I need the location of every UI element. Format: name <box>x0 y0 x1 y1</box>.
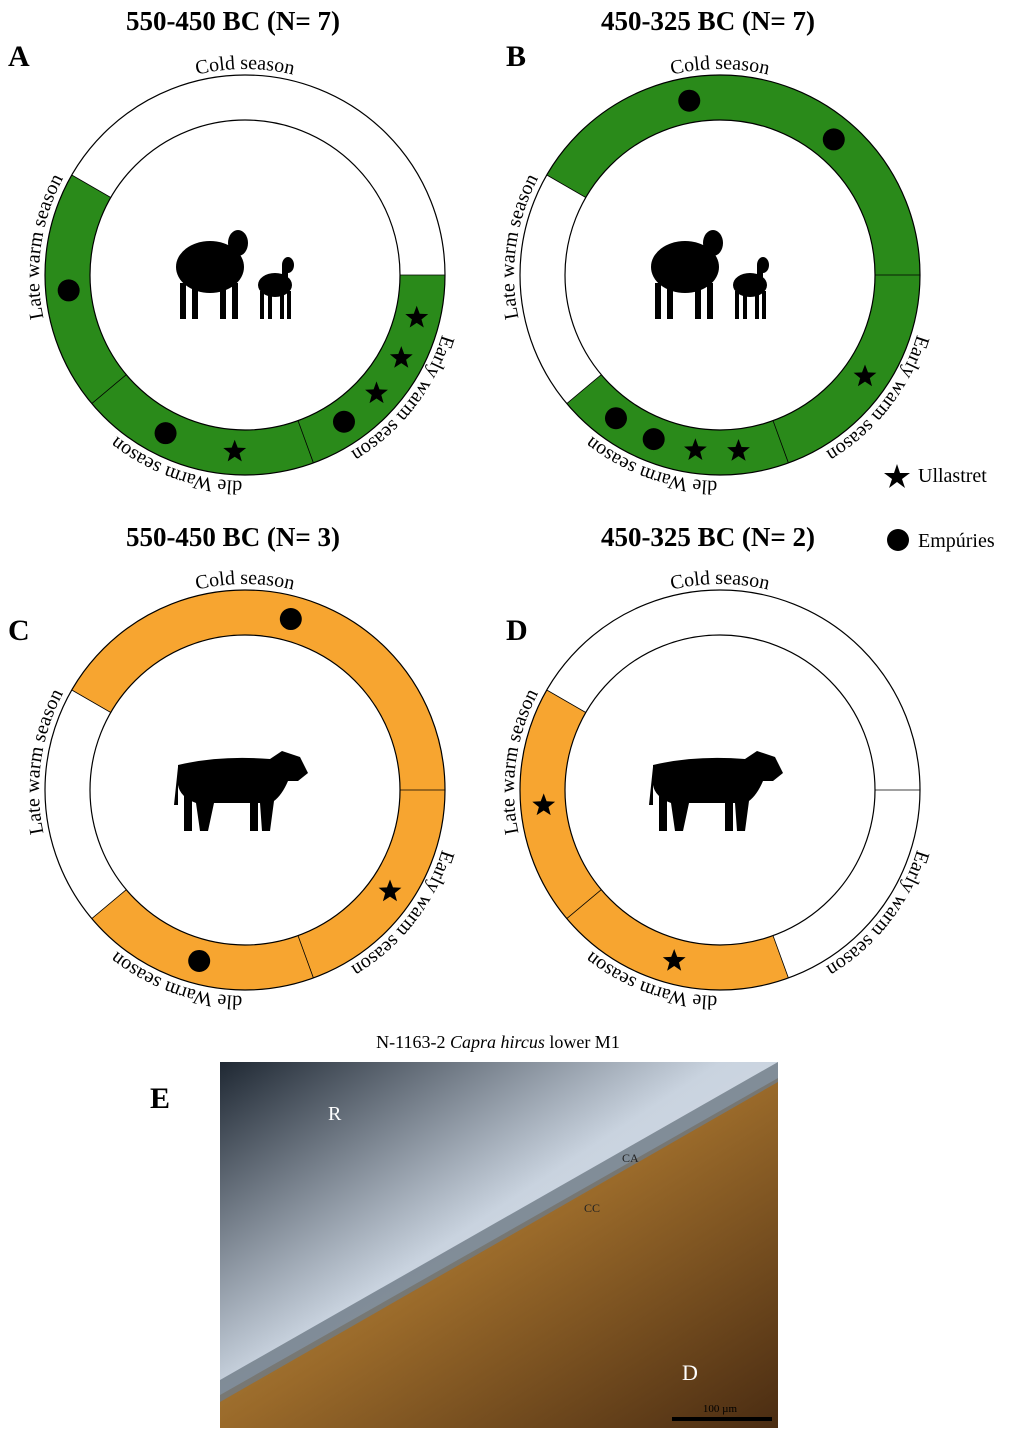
dentine <box>220 1078 778 1428</box>
caption-tooth: lower M1 <box>549 1032 620 1052</box>
panel-letter: D <box>506 614 528 647</box>
sample-circle <box>642 428 665 451</box>
region-label: CA <box>622 1151 639 1165</box>
sample-star <box>389 346 413 368</box>
season-divider <box>772 420 789 464</box>
sample-circle <box>604 407 627 430</box>
season-divider <box>566 889 602 919</box>
sample-circle <box>154 422 177 445</box>
inner-ring <box>89 119 401 431</box>
season-divider <box>91 374 127 404</box>
sample-circle <box>678 89 701 112</box>
legend: Ullastret Empúries <box>884 464 995 552</box>
season-divider <box>772 935 789 979</box>
region-label: CC <box>584 1201 600 1215</box>
season-segment <box>773 275 920 463</box>
season-segment <box>91 374 314 475</box>
season-divider <box>566 374 602 404</box>
season-label: Late warm season <box>497 170 543 321</box>
season-divider <box>71 689 111 713</box>
season-divider <box>71 174 111 198</box>
season-divider <box>297 420 314 464</box>
region-label: D <box>682 1360 698 1385</box>
season-segment <box>298 790 445 978</box>
panel-letter: E <box>150 1082 170 1115</box>
season-segment <box>546 75 920 276</box>
panel-letter: B <box>506 40 526 73</box>
panel-title: 550-450 BC (N= 7) <box>126 6 340 36</box>
region-label: R <box>328 1103 342 1125</box>
sample-star <box>662 949 686 971</box>
sample-star <box>532 793 556 816</box>
sample-star <box>727 439 750 461</box>
legend-star <box>884 464 910 488</box>
season-segment <box>71 589 445 790</box>
micrograph-panel: E N-1163-2 Capra hircus lower M1 R CA CC… <box>150 1032 778 1428</box>
legend-label: Empúries <box>918 530 995 552</box>
sample-star <box>853 364 877 387</box>
season-label: Late warm season <box>22 685 68 836</box>
panel-letter: C <box>8 614 30 647</box>
season-divider <box>546 689 586 713</box>
season-segment <box>91 889 314 991</box>
season-divider <box>91 889 127 919</box>
caption: N-1163-2 Capra hircus lower M1 <box>376 1032 620 1052</box>
sample-star <box>365 381 388 404</box>
sample-circle <box>57 279 80 302</box>
scale-label: 100 µm <box>703 1403 738 1415</box>
panel-title: 550-450 BC (N= 3) <box>126 522 340 552</box>
panel-letter: A <box>8 40 30 73</box>
caption-species: Capra hircus <box>450 1032 545 1052</box>
season-segment <box>566 889 789 990</box>
legend-circle <box>887 529 909 551</box>
season-divider <box>546 174 586 198</box>
inner-ring <box>564 119 876 431</box>
sample-star <box>405 305 429 328</box>
panel-title: 450-325 BC (N= 2) <box>601 522 815 552</box>
sample-circle <box>822 128 845 151</box>
sample-circle <box>332 410 355 433</box>
season-segment <box>44 175 127 404</box>
sample-circle <box>279 608 302 631</box>
sample-circle <box>188 949 211 972</box>
sample-star <box>378 879 402 902</box>
panel-title: 450-325 BC (N= 7) <box>601 6 815 36</box>
legend-label: Ullastret <box>918 465 987 487</box>
caption-id: N-1163-2 <box>376 1032 445 1052</box>
sample-star <box>223 439 247 462</box>
sample-star <box>684 438 707 460</box>
season-divider <box>297 935 314 979</box>
cementum-band <box>220 1062 778 1402</box>
season-segment <box>520 690 602 919</box>
